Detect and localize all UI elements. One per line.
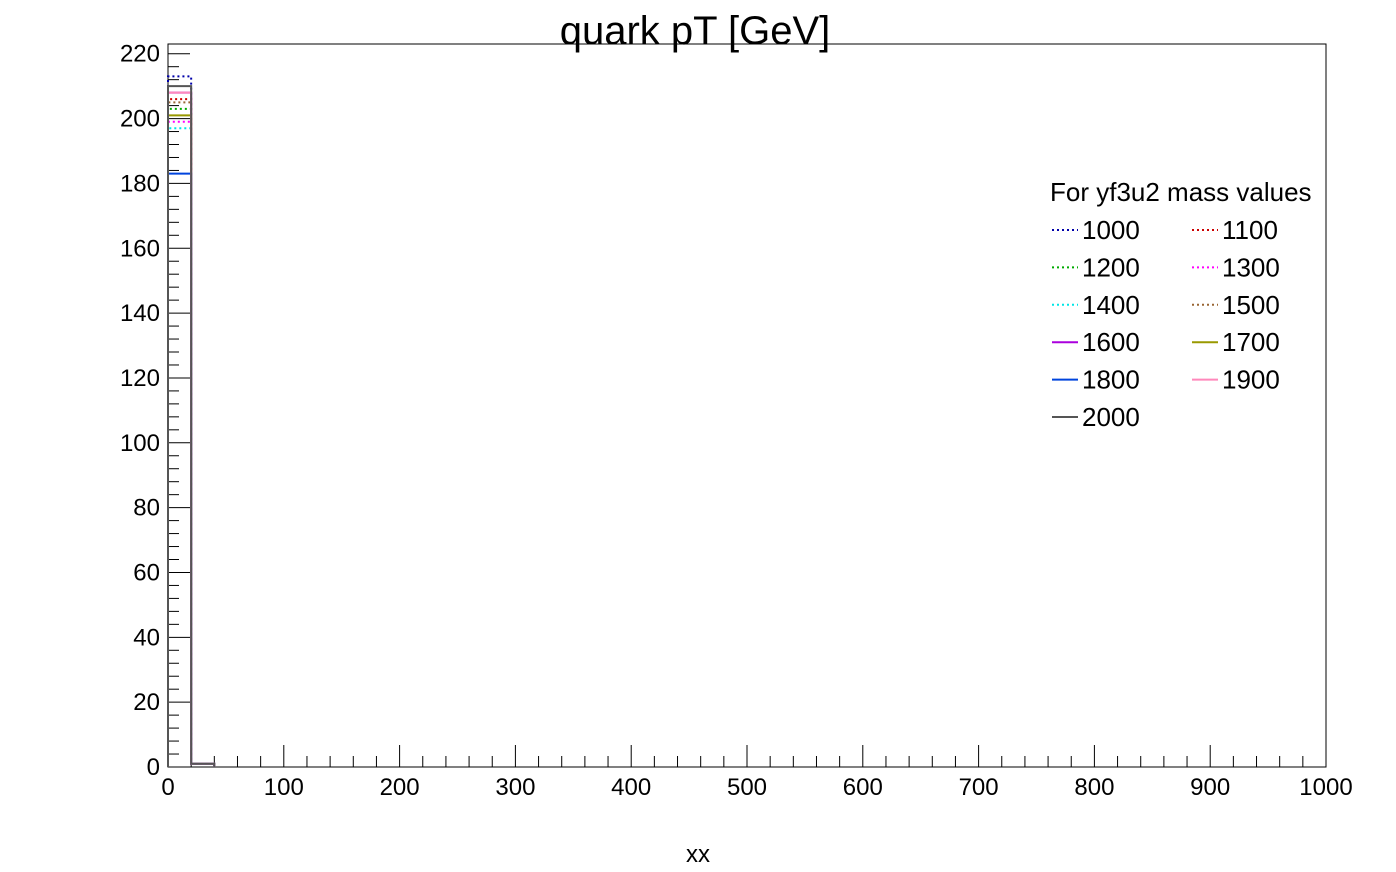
- y-tick-label: 200: [120, 106, 160, 133]
- y-tick-label: 140: [120, 300, 160, 327]
- legend-label-1200: 1200: [1082, 252, 1140, 282]
- x-tick-label: 200: [380, 774, 420, 801]
- legend-label-2000: 2000: [1082, 402, 1140, 432]
- legend-label-1400: 1400: [1082, 290, 1140, 320]
- legend-label-1900: 1900: [1222, 365, 1280, 395]
- x-tick-label: 500: [727, 774, 767, 801]
- y-tick-label: 180: [120, 170, 160, 197]
- x-tick-label: 1000: [1299, 774, 1352, 801]
- x-tick-label: 0: [161, 774, 174, 801]
- legend-label-1300: 1300: [1222, 252, 1280, 282]
- chart-title: quark pT [GeV]: [560, 9, 831, 53]
- x-tick-label: 800: [1074, 774, 1114, 801]
- y-axis: 0 20 40 60 80 100 120 140 160 180 200 220: [120, 41, 190, 781]
- x-axis: 0 100 200 300 400 500 600 700 800 900 1000: [161, 745, 1353, 801]
- x-tick-label: 100: [264, 774, 304, 801]
- plot-frame: [167, 43, 1327, 768]
- x-tick-label: 900: [1190, 774, 1230, 801]
- legend-title: For yf3u2 mass values: [1050, 177, 1312, 207]
- y-tick-label: 20: [133, 689, 160, 716]
- legend-label-1700: 1700: [1222, 327, 1280, 357]
- y-tick-label: 40: [133, 624, 160, 651]
- x-tick-label: 600: [843, 774, 883, 801]
- x-axis-label: xx: [686, 841, 710, 868]
- y-tick-label: 0: [147, 754, 160, 781]
- y-tick-label: 120: [120, 365, 160, 392]
- y-tick-label: 220: [120, 41, 160, 68]
- legend-label-1600: 1600: [1082, 327, 1140, 357]
- x-tick-label: 700: [959, 774, 999, 801]
- y-tick-label: 100: [120, 430, 160, 457]
- x-tick-label: 400: [611, 774, 651, 801]
- legend: For yf3u2 mass values 1000 1100 1200 1300 14…: [1050, 177, 1312, 432]
- legend-label-1100: 1100: [1222, 215, 1278, 245]
- y-tick-label: 80: [133, 495, 160, 522]
- y-tick-label: 160: [120, 235, 160, 262]
- x-tick-label: 300: [495, 774, 535, 801]
- legend-label-1800: 1800: [1082, 365, 1140, 395]
- legend-label-1000: 1000: [1082, 215, 1140, 245]
- y-tick-label: 60: [133, 559, 160, 586]
- series-2000: [167, 85, 216, 767]
- series-layer: [167, 75, 216, 767]
- legend-label-1500: 1500: [1222, 290, 1280, 320]
